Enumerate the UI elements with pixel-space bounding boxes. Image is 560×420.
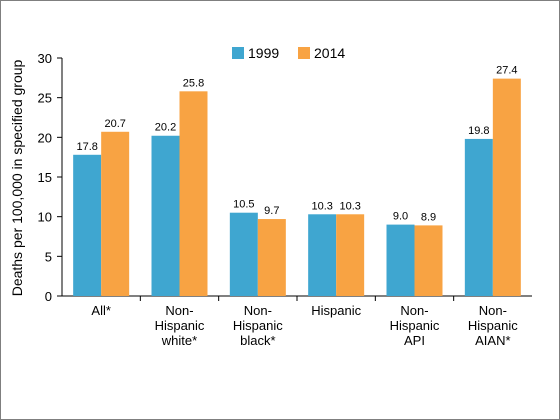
data-label: 17.8 bbox=[76, 141, 97, 153]
data-label: 20.2 bbox=[155, 122, 176, 134]
bar-2014 bbox=[492, 78, 521, 296]
data-label: 9.0 bbox=[393, 211, 408, 223]
y-tick-label: 5 bbox=[45, 249, 52, 264]
bar-2014 bbox=[179, 91, 208, 296]
category-label: Non-Hispanic white* bbox=[155, 303, 205, 348]
bar-1999 bbox=[73, 154, 102, 296]
category-label: Non-Hispanic black* bbox=[233, 303, 283, 348]
legend-label-2014: 2014 bbox=[314, 45, 345, 61]
category-label: Non-Hispanic AIAN* bbox=[468, 303, 518, 348]
legend-swatch-2014 bbox=[298, 47, 310, 59]
bar-1999 bbox=[308, 214, 337, 296]
bar-2014 bbox=[257, 219, 286, 296]
y-tick-label: 15 bbox=[38, 170, 52, 185]
bar-1999 bbox=[386, 224, 415, 296]
category-label: All* bbox=[91, 303, 111, 318]
data-label: 20.7 bbox=[104, 118, 125, 130]
legend: 1999 2014 bbox=[232, 45, 345, 61]
data-label: 8.9 bbox=[421, 211, 436, 223]
y-tick-label: 10 bbox=[38, 210, 52, 225]
bar-1999 bbox=[229, 212, 258, 296]
bar-1999 bbox=[464, 138, 493, 296]
y-tick-label: 20 bbox=[38, 130, 52, 145]
category-label: Hispanic bbox=[311, 303, 361, 318]
data-label: 9.7 bbox=[264, 205, 279, 217]
y-tick-label: 0 bbox=[45, 289, 52, 304]
axes: 0 5 10 15 20 25 30 All* Non-Hispanic white* Non-Hi… bbox=[38, 51, 532, 348]
data-label: 10.5 bbox=[233, 199, 254, 211]
data-label: 10.3 bbox=[311, 200, 332, 212]
y-tick-label: 25 bbox=[38, 91, 52, 106]
y-tick-label: 30 bbox=[38, 51, 52, 66]
bar-2014 bbox=[101, 131, 130, 296]
data-label: 19.8 bbox=[468, 125, 489, 137]
bar-2014 bbox=[336, 214, 365, 296]
y-axis-label: Deaths per 100,000 in specified group bbox=[9, 59, 25, 296]
data-label: 10.3 bbox=[339, 200, 360, 212]
category-label: Non-Hispanic API bbox=[390, 303, 440, 348]
bars: 17.8 20.7 20.2 25.8 10.5 9.7 10.3 10.3 9.0 8.9 19.… bbox=[73, 65, 521, 296]
data-label: 27.4 bbox=[496, 65, 517, 77]
legend-label-1999: 1999 bbox=[248, 45, 279, 61]
bar-1999 bbox=[151, 135, 180, 296]
bar-2014 bbox=[414, 225, 443, 296]
data-label: 25.8 bbox=[183, 77, 204, 89]
legend-swatch-1999 bbox=[232, 47, 244, 59]
